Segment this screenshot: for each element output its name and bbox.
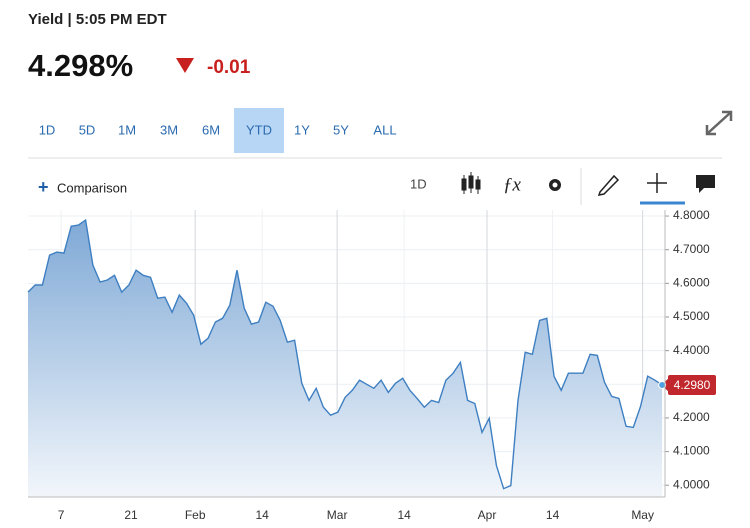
range-button[interactable]: 3M: [160, 122, 178, 137]
y-tick-label: 4.6000: [673, 276, 710, 290]
studies-icon[interactable]: ƒx: [503, 174, 522, 195]
x-tick-label: 14: [546, 508, 560, 522]
comment-icon[interactable]: [696, 175, 715, 193]
x-tick-label: 7: [58, 508, 65, 522]
area-fill: [28, 220, 663, 497]
plot-area: 4.00004.10004.20004.30004.40004.50004.60…: [27, 208, 716, 522]
price-line: [27, 218, 663, 490]
candle-icon[interactable]: [461, 172, 481, 194]
y-tick-label: 4.4000: [673, 343, 710, 357]
range-bar: 1D 5D 1M 3M 6M YTD 1Y 5Y ALL: [39, 108, 397, 153]
x-tick-label: 14: [397, 508, 411, 522]
range-button[interactable]: 5D: [79, 122, 96, 137]
settings-icon-hole: [552, 182, 558, 188]
range-button[interactable]: 1D: [39, 122, 56, 137]
last-price-label: 4.2980: [674, 378, 711, 392]
y-tick-label: 4.5000: [673, 309, 710, 323]
down-arrow: [176, 58, 194, 73]
range-button[interactable]: 5Y: [333, 122, 349, 137]
y-tick-label: 4.7000: [673, 242, 710, 256]
x-tick-label: 21: [124, 508, 138, 522]
last-point: [658, 380, 667, 389]
y-tick-label: 4.8000: [673, 208, 710, 222]
x-tick-label: May: [631, 508, 654, 522]
price: 4.298%: [28, 48, 133, 83]
range-button[interactable]: 6M: [202, 122, 220, 137]
range-button[interactable]: YTD: [246, 122, 272, 137]
y-tick-label: 4.1000: [673, 444, 710, 458]
x-tick-label: Feb: [185, 508, 206, 522]
expand-icon[interactable]: [705, 110, 733, 136]
comparison-button[interactable]: Comparison: [57, 180, 127, 195]
change: -0.01: [207, 57, 251, 78]
range-button[interactable]: 1M: [118, 122, 136, 137]
range-button[interactable]: ALL: [373, 122, 396, 137]
x-tick-label: 14: [256, 508, 270, 522]
interval-button[interactable]: 1D: [410, 176, 427, 191]
plus-icon[interactable]: +: [38, 177, 49, 197]
last-price-tag: [668, 374, 716, 395]
draw-icon[interactable]: [597, 174, 620, 196]
x-tick-label: Mar: [327, 508, 348, 522]
header-title: Yield | 5:05 PM EDT: [28, 11, 167, 28]
y-tick-label: 4.0000: [673, 477, 710, 491]
range-button[interactable]: 1Y: [294, 122, 310, 137]
y-tick-label: 4.2000: [673, 410, 710, 424]
range-selected-bg: [234, 108, 284, 153]
crosshair-icon[interactable]: [647, 173, 667, 193]
x-tick-label: Apr: [478, 508, 497, 522]
